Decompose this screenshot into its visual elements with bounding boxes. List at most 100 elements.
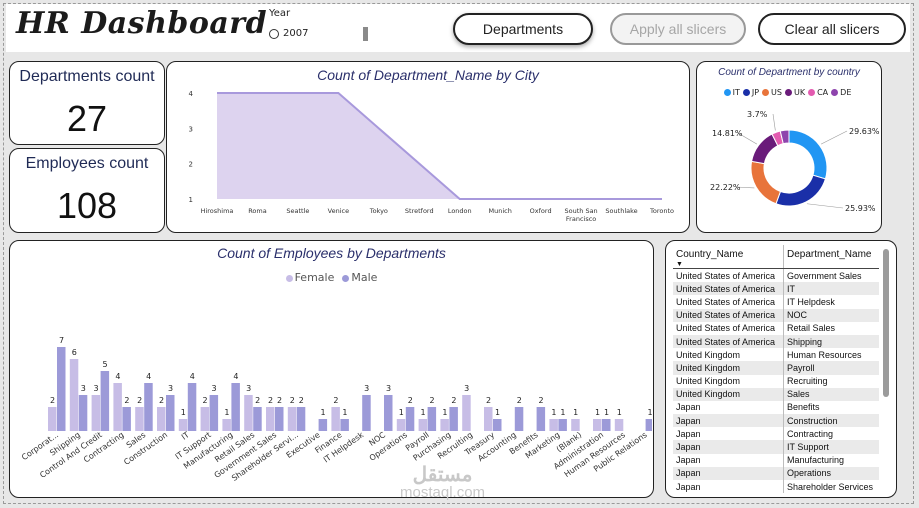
bar-female[interactable] [113, 383, 122, 431]
sort-desc-icon[interactable]: ▼ [676, 261, 683, 268]
bar-male[interactable] [558, 419, 567, 431]
bar-female[interactable] [69, 359, 79, 431]
table-row[interactable]: Japan Shareholder Services [673, 480, 879, 493]
bar-male[interactable] [493, 419, 502, 431]
bar-female[interactable] [266, 407, 275, 431]
bar-female[interactable] [593, 419, 602, 431]
table-row[interactable]: United Kingdom Recruiting [673, 374, 879, 388]
cell-department: Shipping [783, 334, 879, 349]
bar-female[interactable] [287, 407, 297, 431]
table-row[interactable]: United Kingdom Human Resources [673, 348, 879, 362]
bar-data-label: 1 [342, 408, 347, 417]
legend-item-ca[interactable]: CA [808, 88, 828, 97]
header-country-name[interactable]: Country_Name ▼ [673, 245, 784, 269]
bar-male[interactable] [318, 419, 328, 431]
radio-icon[interactable] [269, 28, 279, 39]
table-row[interactable]: United States of America IT Helpdesk [673, 295, 879, 309]
bar-female[interactable] [396, 419, 406, 431]
bar-female[interactable] [549, 419, 558, 431]
bar-male[interactable] [405, 407, 415, 431]
bar-female[interactable] [48, 407, 57, 431]
bar-female[interactable] [244, 395, 253, 431]
cell-department: Manufacturing [787, 455, 845, 466]
bar-female[interactable] [614, 419, 624, 431]
legend-item-us[interactable]: US [762, 88, 782, 97]
table-row[interactable]: Japan Operations [673, 466, 879, 480]
slicer-handle[interactable] [363, 27, 368, 41]
bar-female[interactable] [418, 419, 428, 431]
donut-slice-de[interactable] [779, 129, 790, 145]
table-row[interactable]: United Kingdom Payroll [673, 361, 879, 375]
table-row[interactable]: Japan Manufacturing [673, 453, 879, 467]
legend-item-male[interactable]: Male [342, 271, 377, 284]
bar-data-label: 1 [224, 408, 229, 417]
legend-item-jp[interactable]: JP [742, 88, 759, 97]
y-tick-label: 2 [189, 161, 193, 169]
bar-male[interactable] [384, 395, 393, 431]
bar-male[interactable] [122, 407, 131, 431]
bar-male[interactable] [602, 419, 611, 431]
bar-male[interactable] [362, 395, 371, 431]
legend-dot-icon [285, 274, 293, 282]
bar-male[interactable] [78, 395, 88, 431]
cell-department: Human Resources [787, 349, 862, 360]
header-department-name[interactable]: Department_Name [783, 245, 879, 269]
bar-female[interactable] [91, 395, 101, 431]
table-row[interactable]: United Kingdom Sales [673, 387, 879, 401]
table-scrollbar[interactable] [883, 249, 889, 397]
year-slicer-option[interactable]: 2007 [269, 28, 308, 39]
table-row[interactable]: Japan IT Support [673, 440, 879, 454]
area-line [217, 92, 662, 200]
bar-male[interactable] [253, 407, 262, 431]
table-row[interactable]: United States of America NOC [673, 308, 879, 322]
bar-female[interactable] [331, 407, 340, 431]
bar-male[interactable] [166, 395, 175, 431]
legend-item-female[interactable]: Female [285, 271, 334, 284]
bar-male[interactable] [187, 383, 197, 431]
table-row[interactable]: United States of America Shipping [673, 334, 879, 349]
bar-male[interactable] [100, 371, 110, 431]
apply-slicers-button[interactable]: Apply all slicers [610, 13, 746, 45]
bar-female[interactable] [135, 407, 144, 431]
donut-slice-us[interactable] [750, 160, 782, 205]
legend-item-de[interactable]: DE [831, 88, 851, 97]
bar-male[interactable] [536, 407, 546, 431]
departments-button[interactable]: Departments [453, 13, 593, 45]
table-row[interactable]: Japan Construction [673, 414, 879, 428]
cell-department: Shareholder Services [787, 481, 874, 492]
bar-male[interactable] [514, 407, 524, 431]
cell-country: Japan [673, 480, 784, 493]
bar-female[interactable] [222, 419, 231, 431]
bar-male[interactable] [57, 347, 66, 431]
bar-male[interactable] [296, 407, 306, 431]
table-row[interactable]: United States of America Retail Sales [673, 321, 879, 335]
bar-male[interactable] [427, 407, 437, 431]
bar-male[interactable] [645, 419, 652, 431]
bar-female[interactable] [484, 407, 493, 431]
bar-female[interactable] [200, 407, 210, 431]
legend-item-uk[interactable]: UK [784, 88, 805, 97]
donut-slice-it[interactable] [788, 129, 828, 180]
donut-slice-jp[interactable] [775, 174, 827, 207]
bar-female[interactable] [571, 419, 580, 431]
table-row[interactable]: United States of America IT [673, 282, 879, 296]
table-row[interactable]: Japan Contracting [673, 427, 879, 441]
bar-female[interactable] [178, 419, 188, 431]
bar-female[interactable] [157, 407, 166, 431]
bar-male[interactable] [144, 383, 153, 431]
bar-female[interactable] [462, 395, 471, 431]
bar-male[interactable] [231, 383, 240, 431]
bar-male[interactable] [449, 407, 458, 431]
legend-item-it[interactable]: IT [723, 88, 740, 97]
table-row[interactable]: Japan Benefits [673, 400, 879, 415]
bar-male[interactable] [209, 395, 219, 431]
clear-slicers-button[interactable]: Clear all slicers [758, 13, 906, 45]
cell-country: United States of America [673, 295, 784, 309]
watermark: مستقل mostaql.com [400, 464, 486, 501]
bar-male[interactable] [275, 407, 284, 431]
cell-country: Japan [673, 440, 784, 454]
country-department-table[interactable]: Country_Name ▼ Department_Name United Sta… [673, 245, 881, 493]
bar-female[interactable] [440, 419, 449, 431]
bar-male[interactable] [340, 419, 349, 431]
table-row[interactable]: United States of America Government Sales [673, 268, 879, 283]
